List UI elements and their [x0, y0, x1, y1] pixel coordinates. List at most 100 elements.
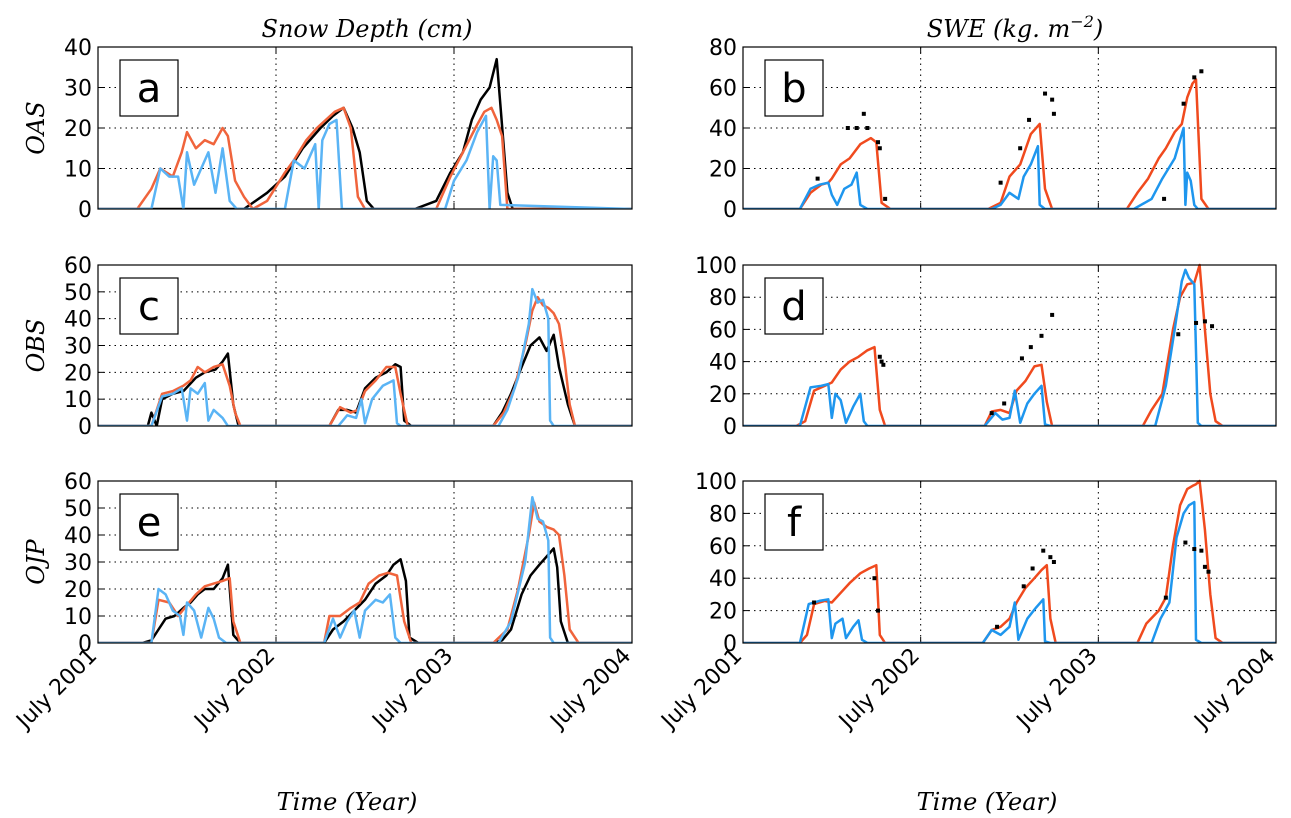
observation-marker: [876, 608, 881, 613]
y-tick-label: 20: [709, 600, 737, 625]
observation-marker: [1163, 595, 1168, 600]
observation-marker: [1002, 401, 1007, 406]
panel-letter-box: [764, 277, 824, 335]
series-line-0: [98, 333, 632, 426]
y-tick-label: 20: [64, 361, 92, 386]
panel-letter-box: [764, 493, 824, 551]
x-tick-label: July 2003: [367, 644, 459, 736]
series-line-1: [743, 268, 1276, 426]
observation-marker: [877, 146, 882, 151]
axes-frame: [742, 264, 1277, 427]
observation-marker: [1181, 101, 1186, 106]
panel-letter-box: [119, 59, 179, 117]
y-tick-label: 30: [64, 77, 92, 102]
series-group: [98, 57, 632, 209]
series-group: [743, 263, 1276, 426]
observation-marker: [1192, 75, 1197, 80]
observation-marker: [989, 411, 994, 416]
y-tick-label: 10: [64, 158, 92, 183]
observation-marker: [1202, 564, 1207, 569]
panel-b: 0 20 40 60 80 b: [709, 36, 1277, 223]
y-tick-label: 60: [64, 470, 92, 495]
panel-letter: c: [138, 284, 160, 330]
observation-marker: [865, 126, 870, 130]
observation-marker: [1162, 196, 1167, 201]
observation-marker: [1202, 319, 1207, 324]
y-tick-label: 80: [709, 286, 737, 311]
observation-marker: [998, 180, 1003, 185]
panel-letter-box: [119, 493, 179, 551]
series-line-0: [743, 263, 1276, 426]
series-group: [98, 287, 632, 426]
panel-a: 0 10 20 30 40 a OAS: [22, 36, 633, 223]
y-tick-label: 60: [64, 254, 92, 279]
observation-marker: [876, 140, 881, 145]
observation-marker: [1210, 324, 1215, 329]
y-tick-label: 40: [64, 36, 92, 61]
observation-marker: [1051, 560, 1056, 564]
axes-frame: [97, 264, 633, 427]
y-tick-label: 60: [709, 318, 737, 343]
x-tick-label: July 2001: [656, 644, 748, 736]
panel-letter-box: [119, 277, 179, 335]
observation-marker: [1019, 356, 1024, 361]
observation-marker: [879, 359, 884, 364]
y-tick-label: 40: [709, 117, 737, 142]
observation-marker: [1028, 345, 1033, 350]
axes-frame: [742, 480, 1277, 644]
y-tick-label: 0: [723, 415, 737, 440]
observation-marker: [1048, 555, 1053, 560]
column-title-snow-depth: Snow Depth (cm): [262, 15, 473, 43]
y-tick-label: 0: [78, 632, 92, 657]
x-tick-label: July 2004: [545, 644, 637, 736]
row-label: OBS: [22, 319, 50, 373]
row-label: OAS: [22, 101, 50, 154]
y-tick-label: 40: [64, 308, 92, 333]
y-tick-label: 0: [78, 415, 92, 440]
observation-marker: [995, 624, 1000, 629]
y-tick-label: 0: [723, 632, 737, 657]
observation-marker: [1199, 548, 1204, 553]
x-tick-label: July 2003: [1011, 644, 1103, 736]
y-tick-label: 40: [709, 351, 737, 376]
observation-marker: [1050, 312, 1055, 317]
y-tick-label: 20: [709, 158, 737, 183]
x-tick-label: July 2002: [833, 644, 925, 736]
series-line-2: [98, 287, 632, 426]
series-line-0: [98, 547, 632, 643]
series-group: [743, 69, 1276, 209]
series-line-0: [743, 78, 1276, 209]
observation-marker: [815, 176, 820, 181]
panel-letter: d: [781, 284, 806, 330]
x-tick-label: July 2004: [1189, 644, 1281, 736]
panel-d: 0 20 40 60 80 100 d: [695, 254, 1277, 440]
axes-frame: [742, 46, 1277, 210]
column-title-swe: SWE (kg. m−2): [927, 12, 1104, 43]
observation-marker: [881, 362, 886, 367]
x-tick-label: July 2001: [11, 644, 103, 736]
observation-marker: [1041, 548, 1046, 553]
observation-marker: [1039, 333, 1044, 338]
panel-letter: e: [137, 500, 162, 546]
series-line-0: [743, 479, 1276, 643]
y-tick-label: 60: [709, 535, 737, 560]
y-tick-label: 0: [78, 198, 92, 223]
series-group: [98, 495, 632, 643]
row-label: OJP: [22, 538, 50, 584]
y-tick-label: 40: [64, 524, 92, 549]
series-group: [743, 479, 1276, 643]
y-tick-label: 20: [709, 383, 737, 408]
series-line-1: [98, 501, 632, 643]
observation-marker: [1199, 69, 1204, 74]
series-line-2: [98, 495, 632, 643]
series-line-1: [743, 500, 1276, 643]
observation-marker: [1030, 566, 1035, 571]
y-tick-label: 20: [64, 117, 92, 142]
panel-letter-box: [764, 59, 824, 117]
panel-letter: b: [781, 66, 806, 112]
panel-letter: f: [787, 500, 802, 546]
observation-marker: [1183, 540, 1188, 545]
